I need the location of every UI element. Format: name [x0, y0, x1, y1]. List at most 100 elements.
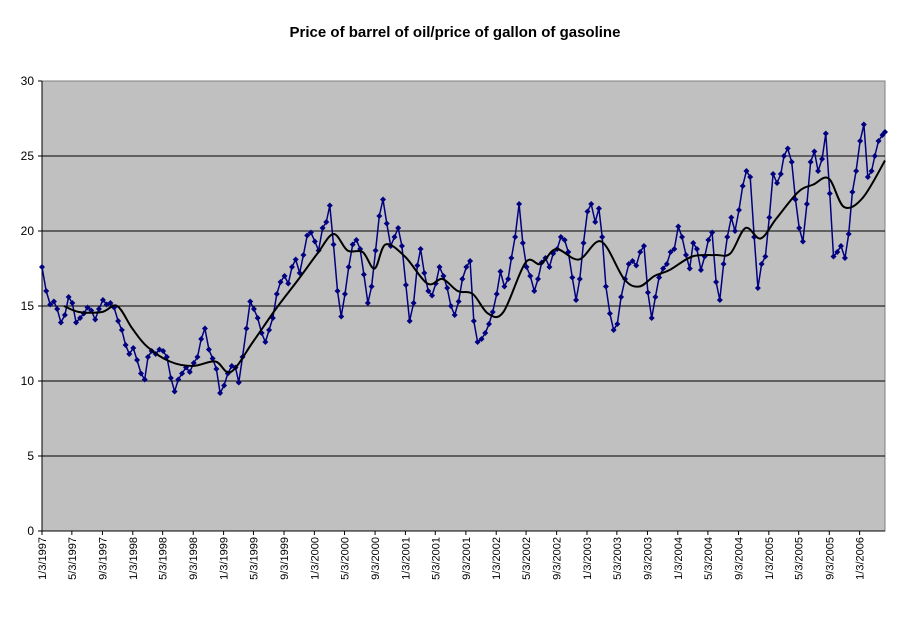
moving-average-series [63, 159, 886, 374]
data-point-marker [345, 264, 352, 270]
x-tick-label: 1/3/2003 [582, 537, 594, 580]
data-point-marker [262, 339, 269, 345]
data-point-marker [292, 256, 299, 263]
data-point-marker [470, 318, 477, 324]
y-tick-label: 5 [27, 449, 34, 463]
data-point-marker [277, 279, 284, 285]
data-point-marker [576, 276, 583, 282]
data-point-marker [735, 207, 742, 213]
data-point-marker [573, 297, 580, 303]
data-point-marker [784, 145, 791, 152]
data-point-marker [667, 249, 674, 255]
data-point-marker [569, 274, 576, 281]
data-point-marker [266, 327, 273, 333]
x-tick-label: 5/3/1997 [67, 537, 79, 580]
data-point-marker [864, 174, 871, 180]
data-point-marker [602, 283, 609, 290]
data-point-marker [868, 168, 875, 174]
data-point-marker [221, 382, 228, 389]
data-point-marker [198, 336, 205, 342]
data-point-marker [629, 258, 636, 264]
data-point-marker [807, 159, 814, 165]
data-point-marker [815, 168, 822, 174]
data-point-marker [61, 312, 68, 318]
data-point-marker [451, 312, 458, 318]
data-point-marker [39, 264, 45, 270]
data-point-marker [871, 153, 878, 159]
data-point-marker [882, 129, 888, 135]
data-point-marker [307, 229, 314, 236]
data-point-marker [73, 319, 80, 326]
x-tick-label: 5/3/1999 [248, 537, 260, 580]
data-point-marker [115, 318, 122, 324]
data-point-marker [201, 325, 208, 332]
data-point-marker [489, 309, 496, 315]
data-point-marker [754, 285, 761, 291]
data-point-marker [376, 213, 383, 219]
data-point-marker [811, 148, 818, 155]
data-point-marker [770, 171, 777, 177]
x-tick-label: 1/3/2000 [309, 537, 321, 580]
data-point-marker [436, 264, 443, 270]
data-point-marker [69, 300, 76, 306]
data-point-marker [281, 273, 288, 279]
data-point-marker [853, 168, 860, 174]
data-point-marker [300, 252, 307, 258]
data-point-marker [857, 138, 864, 144]
gridlines [42, 155, 885, 457]
data-point-marker [766, 214, 773, 221]
data-point-marker [92, 316, 99, 323]
data-point-marker [406, 318, 413, 324]
data-point-marker [118, 327, 125, 333]
y-tick-label: 0 [27, 524, 34, 538]
data-point-marker [467, 258, 474, 264]
data-point-marker [84, 304, 91, 311]
data-point-marker [683, 252, 690, 258]
data-point-marker [144, 354, 151, 360]
data-point-marker [57, 319, 64, 326]
data-point-marker [134, 357, 141, 363]
data-point-marker [425, 288, 432, 294]
x-tick-label: 9/3/2003 [642, 537, 654, 580]
data-point-marker [693, 246, 700, 252]
data-point-marker [777, 171, 784, 177]
x-tick-label: 1/3/1999 [219, 537, 231, 580]
data-point-marker [190, 360, 197, 366]
data-point-marker [122, 342, 129, 348]
data-point-marker [353, 237, 360, 243]
data-point-marker [557, 234, 564, 240]
data-point-marker [273, 291, 280, 297]
x-tick-label: 5/3/2001 [430, 537, 442, 580]
data-point-marker [186, 369, 193, 375]
x-tick-label: 1/3/2002 [491, 537, 503, 580]
data-point-marker [95, 306, 102, 312]
data-point-marker [599, 234, 606, 240]
data-point-marker [205, 346, 212, 353]
y-tick-label: 20 [21, 224, 35, 238]
data-point-marker [826, 190, 833, 197]
data-point-marker [372, 247, 379, 254]
data-point-marker [235, 379, 242, 386]
moving-average-line [63, 159, 886, 374]
data-point-marker [675, 223, 682, 230]
data-point-marker [834, 249, 841, 255]
data-point-marker [455, 298, 462, 305]
x-tick-label: 5/3/2000 [339, 537, 351, 580]
data-point-marker [43, 288, 50, 294]
x-tick-label: 9/3/1997 [97, 537, 109, 580]
data-point-marker [250, 306, 257, 312]
data-point-marker [588, 201, 595, 207]
data-point-marker [860, 121, 867, 128]
data-point-marker [217, 390, 224, 396]
y-tick-label: 15 [21, 299, 35, 313]
x-tick-label: 1/3/2001 [400, 537, 412, 580]
x-tick-label: 9/3/1999 [279, 537, 291, 580]
data-point-marker [380, 196, 387, 203]
data-point-marker [410, 300, 417, 306]
data-point-marker [697, 267, 704, 273]
data-point-marker [179, 370, 186, 377]
x-tick-label: 9/3/1998 [188, 537, 200, 580]
data-point-marker [512, 234, 519, 240]
data-point-marker [660, 265, 667, 272]
